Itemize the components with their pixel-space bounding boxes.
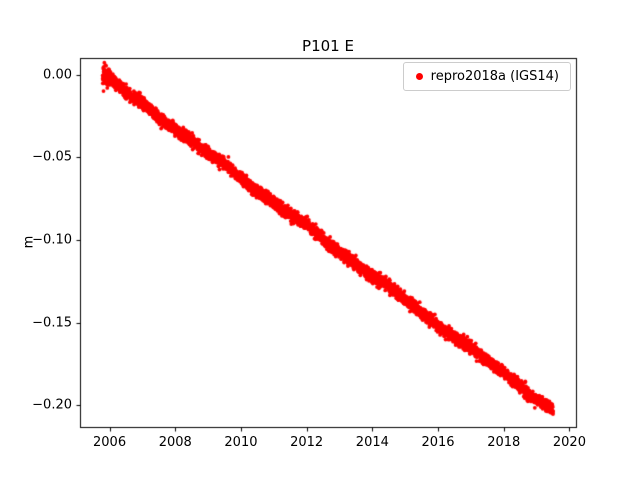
x-tick-label: 2020 <box>552 435 586 450</box>
y-tick-label: −0.20 <box>32 397 72 413</box>
y-tick-label: 0.00 <box>43 67 72 83</box>
chart-title: P101 E <box>302 37 354 55</box>
x-tick-label: 2016 <box>421 435 455 450</box>
x-tick-label: 2012 <box>290 435 324 450</box>
x-tick-label: 2010 <box>224 435 258 450</box>
x-tick-label: 2008 <box>158 435 192 450</box>
x-tick-label: 2014 <box>355 435 389 450</box>
x-tick-label: 2006 <box>93 435 127 450</box>
y-tick-label: −0.05 <box>32 149 72 165</box>
y-tick-label: −0.10 <box>32 232 72 248</box>
x-tick-label: 2018 <box>487 435 521 450</box>
legend: repro2018a (IGS14) <box>402 62 571 91</box>
legend-label: repro2018a (IGS14) <box>430 69 559 84</box>
y-tick-label: −0.15 <box>32 315 72 331</box>
legend-marker-icon <box>415 73 423 80</box>
